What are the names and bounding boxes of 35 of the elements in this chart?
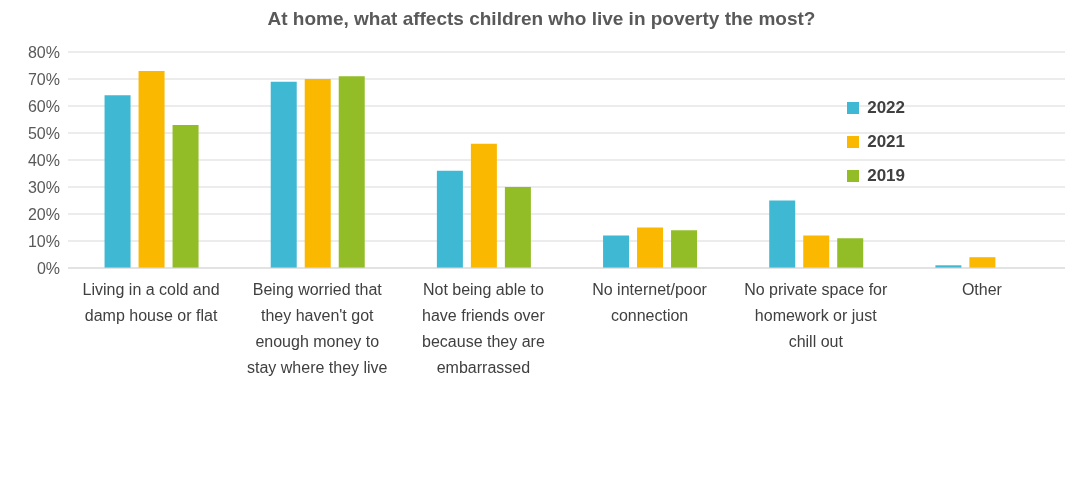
bar: [138, 70, 165, 268]
y-tick-label: 70%: [27, 70, 60, 88]
y-tick-label: 20%: [27, 205, 60, 223]
y-tick-label: 80%: [27, 43, 60, 61]
chart-title: At home, what affects children who live in poverty the most?: [266, 8, 817, 31]
bar: [969, 257, 996, 268]
legend-label: 2022: [867, 97, 905, 119]
bar: [470, 143, 497, 268]
bar: [304, 79, 331, 268]
bar: [172, 124, 199, 268]
y-tick-label: 10%: [27, 232, 60, 250]
bar: [803, 235, 830, 268]
y-tick-label: 40%: [27, 151, 60, 169]
bar: [769, 200, 796, 268]
legend-label: 2019: [867, 165, 905, 187]
y-tick-label: 0%: [36, 259, 60, 277]
y-tick-label: 30%: [27, 178, 60, 196]
bar: [338, 76, 365, 268]
x-tick-label: Other: [961, 281, 1003, 299]
x-tick-label: Living in a cold and damp house or flat: [82, 281, 220, 325]
x-tick-label: No internet/poor connection: [592, 281, 708, 325]
bar: [104, 95, 131, 268]
bar: [837, 238, 864, 268]
legend-label: 2021: [867, 131, 905, 153]
x-tick-label: No private space for homework or just chill out: [744, 281, 889, 351]
x-tick-label: Being worried that they haven't got enough money to stay where they live: [246, 281, 388, 377]
bar: [270, 81, 297, 268]
bar: [504, 187, 531, 268]
bar: [637, 227, 664, 268]
bar: [671, 230, 698, 268]
y-tick-label: 60%: [27, 97, 60, 115]
bar: [436, 170, 463, 268]
bar: [603, 235, 630, 268]
y-tick-label: 50%: [27, 124, 60, 142]
x-tick-label: Not being able to have friends over because they are embarrassed: [422, 281, 546, 377]
